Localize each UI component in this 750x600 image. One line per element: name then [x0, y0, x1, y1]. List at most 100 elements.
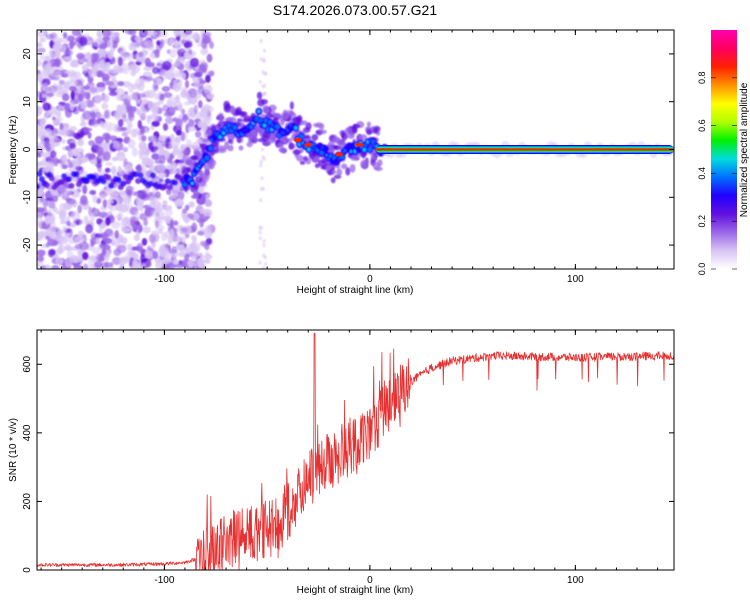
- heatmap-cell: [193, 148, 200, 155]
- heatmap-cell: [128, 112, 135, 122]
- heatmap-cell: [165, 137, 171, 143]
- heatmap-cell: [152, 82, 159, 92]
- heatmap-cell: [116, 151, 126, 162]
- heatmap-cell: [37, 30, 46, 38]
- heatmap-cell: [164, 178, 171, 185]
- heatmap-cell: [263, 124, 266, 127]
- heatmap-cell: [204, 155, 210, 161]
- heatmap-cell: [126, 243, 133, 252]
- heatmap-cell: [164, 230, 170, 239]
- heatmap-cell: [162, 183, 169, 190]
- colorbar-label: Normalized spectral amplitude: [739, 82, 750, 217]
- heatmap-cell: [199, 63, 206, 70]
- heatmap-cell: [175, 118, 183, 129]
- spectrogram-ridge: [293, 137, 674, 157]
- heatmap-cell: [188, 118, 195, 128]
- heatmap-cell: [123, 195, 132, 205]
- heatmap-cell: [180, 227, 188, 234]
- heatmap-cell: [81, 251, 89, 261]
- heatmap-cell: [143, 219, 148, 227]
- heatmap-cell: [121, 228, 132, 233]
- heatmap-cell: [173, 30, 181, 37]
- heatmap-cell: [76, 84, 82, 94]
- heatmap-cell: [262, 57, 266, 62]
- heatmap-cell: [193, 71, 203, 78]
- heatmap-cell: [142, 226, 151, 234]
- heatmap-cell: [68, 182, 75, 189]
- heatmap-cell: [200, 106, 208, 115]
- heatmap-cell: [206, 92, 215, 100]
- heatmap-cell: [208, 70, 215, 77]
- heatmap-cell: [79, 121, 87, 127]
- heatmap-cell: [53, 156, 59, 167]
- heatmap-cell: [44, 197, 54, 203]
- heatmap-cell: [62, 56, 72, 61]
- heatmap-cell: [189, 72, 196, 79]
- heatmap-cell: [121, 131, 128, 137]
- heatmap-cell: [313, 155, 320, 163]
- x-tick-label: 0: [367, 274, 373, 285]
- heatmap-cell: [97, 87, 106, 92]
- heatmap-cell: [258, 236, 262, 240]
- heatmap-cell: [360, 160, 366, 169]
- heatmap-cell: [171, 169, 177, 175]
- heatmap-cell: [60, 73, 69, 78]
- heatmap-cell: [181, 72, 186, 80]
- heatmap-cell: [173, 41, 180, 48]
- heatmap-cell: [183, 30, 193, 36]
- heatmap-cell: [229, 105, 236, 115]
- heatmap-cell: [78, 95, 83, 101]
- heatmap-cell: [105, 161, 113, 166]
- heatmap-cell: [207, 159, 217, 167]
- heatmap-cell: [101, 231, 107, 242]
- heatmap-cell: [57, 228, 64, 237]
- heatmap-cell: [155, 203, 164, 213]
- heatmap-cell: [137, 172, 144, 179]
- heatmap-cell: [134, 245, 143, 252]
- heatmap-cell: [258, 260, 262, 265]
- heatmap-cell: [144, 208, 152, 217]
- heatmap-cell: [100, 221, 107, 229]
- y-tick-label: 200: [22, 493, 33, 510]
- heatmap-cell: [142, 165, 147, 175]
- heatmap-cell: [371, 154, 377, 161]
- heatmap-cell: [45, 33, 55, 40]
- heatmap-cell: [336, 168, 343, 177]
- heatmap-cell: [151, 230, 160, 236]
- heatmap-cell: [136, 164, 143, 174]
- heatmap-cell: [105, 57, 110, 63]
- heatmap-cell: [327, 170, 333, 176]
- heatmap-cell: [367, 147, 373, 152]
- heatmap-cell: [150, 112, 159, 121]
- heatmap-cell: [37, 249, 46, 257]
- heatmap-cell: [93, 39, 101, 47]
- heatmap-cell: [119, 107, 128, 115]
- heatmap-cell: [319, 129, 327, 135]
- heatmap-cell: [198, 121, 204, 129]
- snr-xlabel: Height of straight line (km): [297, 585, 414, 596]
- heatmap-cell: [40, 36, 47, 43]
- heatmap-cell: [104, 167, 111, 173]
- heatmap-cell: [110, 221, 121, 229]
- heatmap-cell: [184, 158, 193, 166]
- heatmap-cell: [184, 79, 190, 89]
- heatmap-cell: [37, 72, 43, 83]
- heatmap-cell: [204, 199, 213, 208]
- heatmap-cell: [89, 189, 97, 196]
- heatmap-cell: [107, 50, 114, 60]
- heatmap-cell: [192, 251, 200, 260]
- heatmap-cell: [262, 156, 266, 161]
- ridge-hotspot: [293, 137, 302, 142]
- heatmap-cell: [42, 167, 50, 172]
- heatmap-cell: [262, 243, 266, 248]
- heatmap-cell: [131, 261, 141, 269]
- heatmap-cell: [260, 176, 264, 181]
- heatmap-cell: [138, 108, 147, 118]
- heatmap-cell: [180, 91, 191, 99]
- heatmap-cell: [159, 39, 165, 45]
- heatmap-cell: [117, 81, 125, 87]
- heatmap-cell: [40, 152, 51, 158]
- colorbar-rect: [711, 30, 737, 269]
- heatmap-cell: [134, 211, 139, 217]
- heatmap-cell: [124, 30, 134, 35]
